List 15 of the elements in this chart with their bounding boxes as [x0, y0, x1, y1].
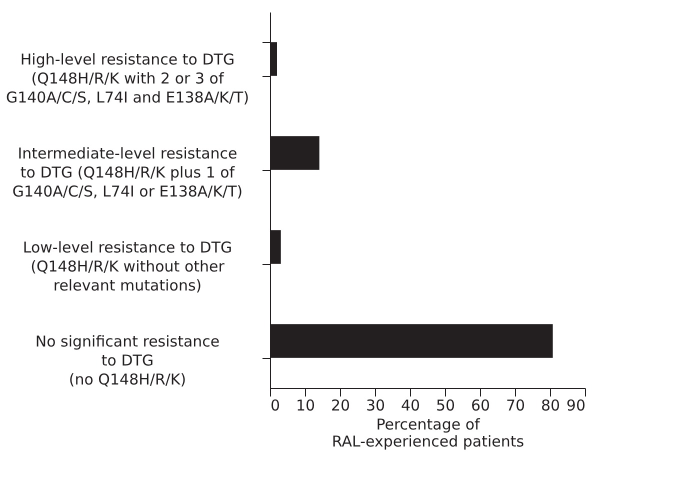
x-tick-label: 0 [270, 396, 280, 414]
x-tick-label: 80 [540, 396, 560, 414]
y-tick-label: Intermediate-level resistance to DTG (Q148H/R/K plus 1 of G140A/C/S, L74I or E138A/K/T) [12, 144, 243, 200]
x-tick-label: 20 [330, 396, 350, 414]
y-tick-label: High-level resistance to DTG (Q148H/R/K with 2 or 3 of G140A/C/S, L74I and E138A/K/T) [6, 50, 250, 106]
x-axis-title: Percentage of RAL-experienced patients [332, 416, 524, 450]
x-tick-label: 40 [400, 396, 420, 414]
x-tick-label: 90 [566, 396, 586, 414]
x-tick-label: 70 [506, 396, 526, 414]
x-tick-label: 50 [436, 396, 456, 414]
x-tick-label: 60 [470, 396, 490, 414]
y-tick-label: Low-level resistance to DTG (Q148H/R/K without other relevant mutations) [22, 238, 232, 294]
x-tick-label: 30 [366, 396, 386, 414]
y-tick-label: No significant resistance to DTG (no Q148H/R/K) [35, 332, 220, 388]
x-tick-label: 10 [296, 396, 316, 414]
